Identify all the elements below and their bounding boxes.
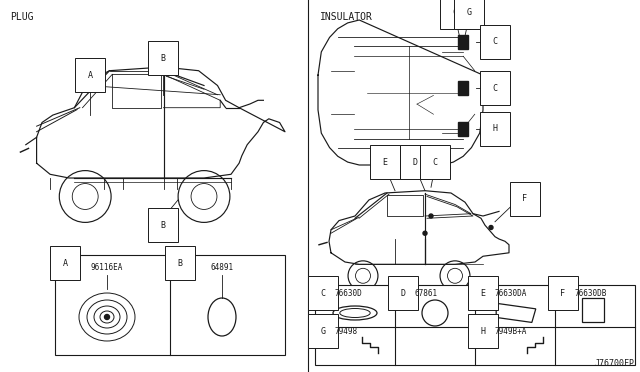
Text: 7949B+A: 7949B+A (495, 327, 527, 336)
Text: E: E (383, 157, 387, 167)
Text: 76630DA: 76630DA (495, 289, 527, 298)
Text: B: B (161, 221, 166, 230)
Text: D: D (413, 157, 417, 167)
Text: F: F (561, 289, 566, 298)
Text: D: D (401, 289, 406, 298)
Text: G: G (467, 7, 472, 16)
Bar (458, 35, 468, 49)
Text: A: A (63, 259, 67, 267)
Text: 96116EA: 96116EA (91, 263, 123, 272)
Text: B: B (177, 259, 182, 267)
Circle shape (104, 314, 109, 320)
Text: G: G (321, 327, 326, 336)
Bar (458, 81, 468, 95)
Bar (458, 122, 468, 136)
Text: F: F (522, 194, 527, 203)
Text: J76700FP: J76700FP (595, 359, 635, 368)
Text: C: C (452, 7, 458, 16)
Circle shape (429, 214, 433, 218)
Bar (315, 285, 635, 365)
Text: B: B (161, 54, 166, 62)
Text: C: C (493, 84, 497, 93)
Text: C: C (433, 157, 438, 167)
Bar (582, 298, 604, 322)
Text: H: H (493, 124, 497, 133)
Text: 79498: 79498 (335, 327, 358, 336)
Text: PLUG: PLUG (10, 12, 33, 22)
Text: H: H (481, 327, 486, 336)
Text: 76630DB: 76630DB (575, 289, 607, 298)
Text: 64891: 64891 (211, 263, 234, 272)
Text: C: C (321, 289, 326, 298)
Bar (55, 255, 285, 355)
Text: A: A (88, 71, 93, 80)
Text: E: E (481, 289, 486, 298)
Text: INSULATOR: INSULATOR (320, 12, 373, 22)
Circle shape (423, 231, 427, 235)
Text: 67861: 67861 (415, 289, 438, 298)
Circle shape (489, 225, 493, 230)
Text: 76630D: 76630D (335, 289, 363, 298)
Text: C: C (493, 37, 497, 46)
